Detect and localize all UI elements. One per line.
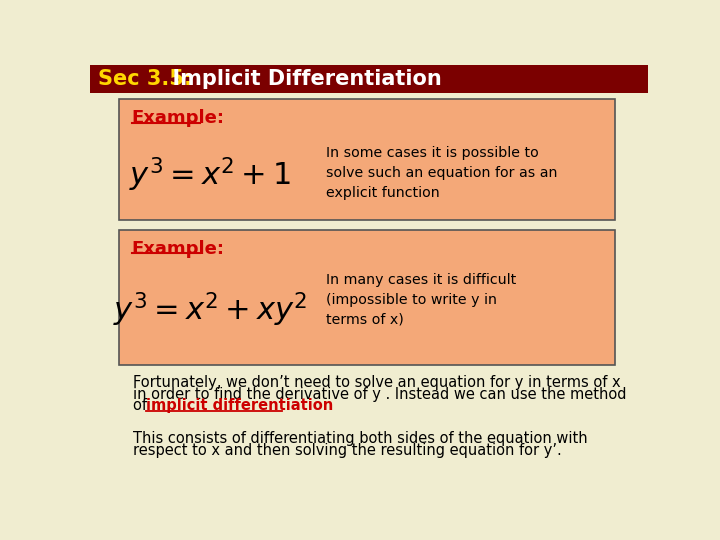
Text: of: of <box>132 398 151 413</box>
Text: implicit differentiation: implicit differentiation <box>145 398 333 413</box>
Text: in order to find the derivative of y . Instead we can use the method: in order to find the derivative of y . I… <box>132 387 626 402</box>
Text: This consists of differentiating both sides of the equation with: This consists of differentiating both si… <box>132 431 588 447</box>
Text: Example:: Example: <box>132 240 225 258</box>
Text: Fortunately, we don’t need to solve an equation for y in terms of x: Fortunately, we don’t need to solve an e… <box>132 375 620 390</box>
Text: In some cases it is possible to
solve such an equation for as an
explicit functi: In some cases it is possible to solve su… <box>326 146 558 200</box>
Text: $y^3 = x^2 + 1$: $y^3 = x^2 + 1$ <box>129 156 291 194</box>
FancyBboxPatch shape <box>90 65 648 92</box>
Text: In many cases it is difficult
(impossible to write y in
terms of x): In many cases it is difficult (impossibl… <box>326 273 517 327</box>
FancyBboxPatch shape <box>120 99 616 220</box>
Text: Sec 3.5:: Sec 3.5: <box>98 69 192 89</box>
Text: Example:: Example: <box>132 110 225 127</box>
Text: respect to x and then solving the resulting equation for y’.: respect to x and then solving the result… <box>132 443 562 458</box>
Text: Implicit Differentiation: Implicit Differentiation <box>158 69 442 89</box>
FancyBboxPatch shape <box>120 231 616 365</box>
Text: $y^3 = x^2 + xy^2$: $y^3 = x^2 + xy^2$ <box>113 291 307 329</box>
